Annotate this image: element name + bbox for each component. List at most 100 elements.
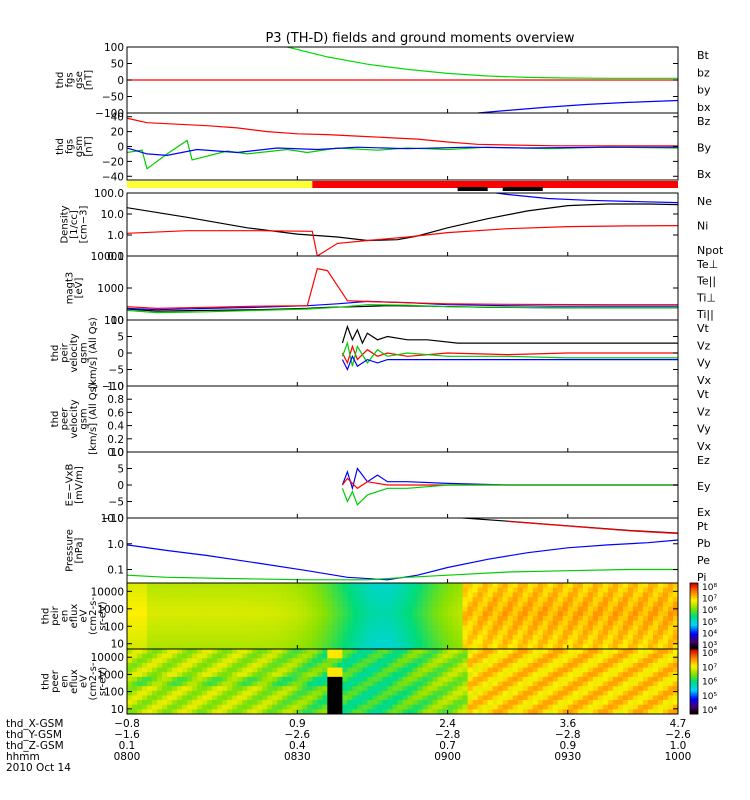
- heatmap-cell: [167, 676, 173, 683]
- heatmap-cell: [327, 709, 333, 714]
- heatmap-cell: [612, 644, 619, 649]
- heatmap-cell: [307, 704, 313, 710]
- heatmap-cell: [332, 681, 338, 687]
- heatmap-cell: [147, 695, 153, 701]
- heatmap-cell: [317, 704, 323, 710]
- heatmap-cell: [612, 620, 619, 627]
- heatmap-cell: [282, 681, 288, 687]
- heatmap-cell: [272, 695, 278, 701]
- heatmap-cell: [422, 690, 429, 697]
- heatmap-cell: [142, 667, 148, 673]
- heatmap-cell: [392, 597, 399, 603]
- heatmap-cell: [352, 625, 359, 631]
- heatmap-cell: [357, 639, 364, 645]
- heatmap-cell: [612, 667, 619, 673]
- heatmap-cell: [587, 606, 594, 612]
- heatmap-cell: [377, 620, 384, 627]
- heatmap-cell: [397, 644, 404, 649]
- heatmap-cell: [637, 592, 644, 598]
- heatmap-cell: [532, 597, 539, 603]
- heatmap-cell: [282, 606, 288, 612]
- heatmap-cell: [157, 625, 163, 631]
- heatmap-cell: [247, 634, 253, 641]
- heatmap-cell: [482, 662, 489, 669]
- heatmap-cell: [262, 649, 268, 655]
- heatmap-cell: [487, 667, 494, 673]
- heatmap-cell: [667, 611, 674, 617]
- heatmap-cell: [372, 653, 379, 659]
- heatmap-cell: [522, 667, 529, 673]
- heatmap-cell: [557, 653, 564, 659]
- heatmap-cell: [607, 700, 614, 706]
- heatmap-cell: [137, 686, 143, 692]
- heatmap-cell: [387, 583, 394, 589]
- heatmap-cell: [667, 695, 674, 701]
- heatmap-cell: [147, 634, 153, 641]
- heatmap-cell: [417, 611, 424, 617]
- colorbar-cell: [690, 662, 698, 665]
- heatmap-cell: [402, 695, 409, 701]
- heatmap-cell: [617, 676, 624, 683]
- heatmap-cell: [262, 611, 268, 617]
- heatmap-cell: [202, 700, 208, 706]
- heatmap-cell: [627, 704, 634, 710]
- heatmap-cell: [132, 672, 138, 678]
- heatmap-cell: [252, 644, 258, 649]
- heatmap-cell: [382, 681, 389, 687]
- heatmap-cell: [557, 625, 564, 631]
- heatmap-cell: [492, 681, 499, 687]
- heatmap-cell: [342, 672, 348, 678]
- heatmap-cell: [252, 709, 258, 714]
- y-axis-label: eflux: [69, 669, 80, 694]
- colorbar-cell: [690, 616, 698, 619]
- heatmap-cell: [297, 681, 303, 687]
- heatmap-cell: [137, 700, 143, 706]
- heatmap-cell: [652, 630, 659, 636]
- heatmap-cell: [452, 690, 459, 697]
- heatmap-cell: [472, 676, 479, 683]
- heatmap-cell: [377, 704, 384, 710]
- heatmap-cell: [632, 583, 639, 589]
- heatmap-cell: [477, 597, 484, 603]
- heatmap-cell: [302, 630, 308, 636]
- heatmap-cell: [432, 606, 439, 612]
- heatmap-cell: [247, 583, 253, 589]
- heatmap-cell: [522, 587, 529, 594]
- heatmap-cell: [237, 649, 243, 655]
- heatmap-cell: [212, 704, 218, 710]
- heatmap-cell: [417, 676, 424, 683]
- heatmap-cell: [402, 686, 409, 692]
- heatmap-cell: [157, 686, 163, 692]
- heatmap-cell: [607, 667, 614, 673]
- heatmap-cell: [192, 700, 198, 706]
- heatmap-cell: [622, 681, 629, 687]
- y-tick-label: 50: [111, 59, 124, 71]
- heatmap-cell: [252, 695, 258, 701]
- heatmap-cell: [442, 597, 449, 603]
- heatmap-cell: [147, 644, 153, 649]
- heatmap-cell: [162, 690, 168, 697]
- heatmap-cell: [632, 695, 639, 701]
- heatmap-cell: [147, 625, 153, 631]
- heatmap-cell: [427, 653, 434, 659]
- heatmap-cell: [197, 601, 203, 608]
- heatmap-cell: [492, 587, 499, 594]
- heatmap-cell: [672, 634, 678, 641]
- heatmap-cell: [632, 601, 639, 608]
- heatmap-cell: [492, 695, 499, 701]
- heatmap-cell: [667, 616, 674, 622]
- heatmap-cell: [427, 681, 434, 687]
- heatmap-cell: [287, 601, 293, 608]
- heatmap-cell: [562, 634, 569, 641]
- heatmap-cell: [267, 676, 273, 683]
- heatmap-cell: [282, 649, 288, 655]
- heatmap-cell: [227, 662, 233, 669]
- y-axis-label: velocity: [69, 333, 80, 372]
- heatmap-cell: [132, 611, 138, 617]
- heatmap-cell: [377, 676, 384, 683]
- heatmap-cell: [567, 672, 574, 678]
- heatmap-cell: [177, 695, 183, 701]
- heatmap-cell: [412, 649, 419, 655]
- heatmap-cell: [297, 639, 303, 645]
- heatmap-cell: [342, 620, 348, 627]
